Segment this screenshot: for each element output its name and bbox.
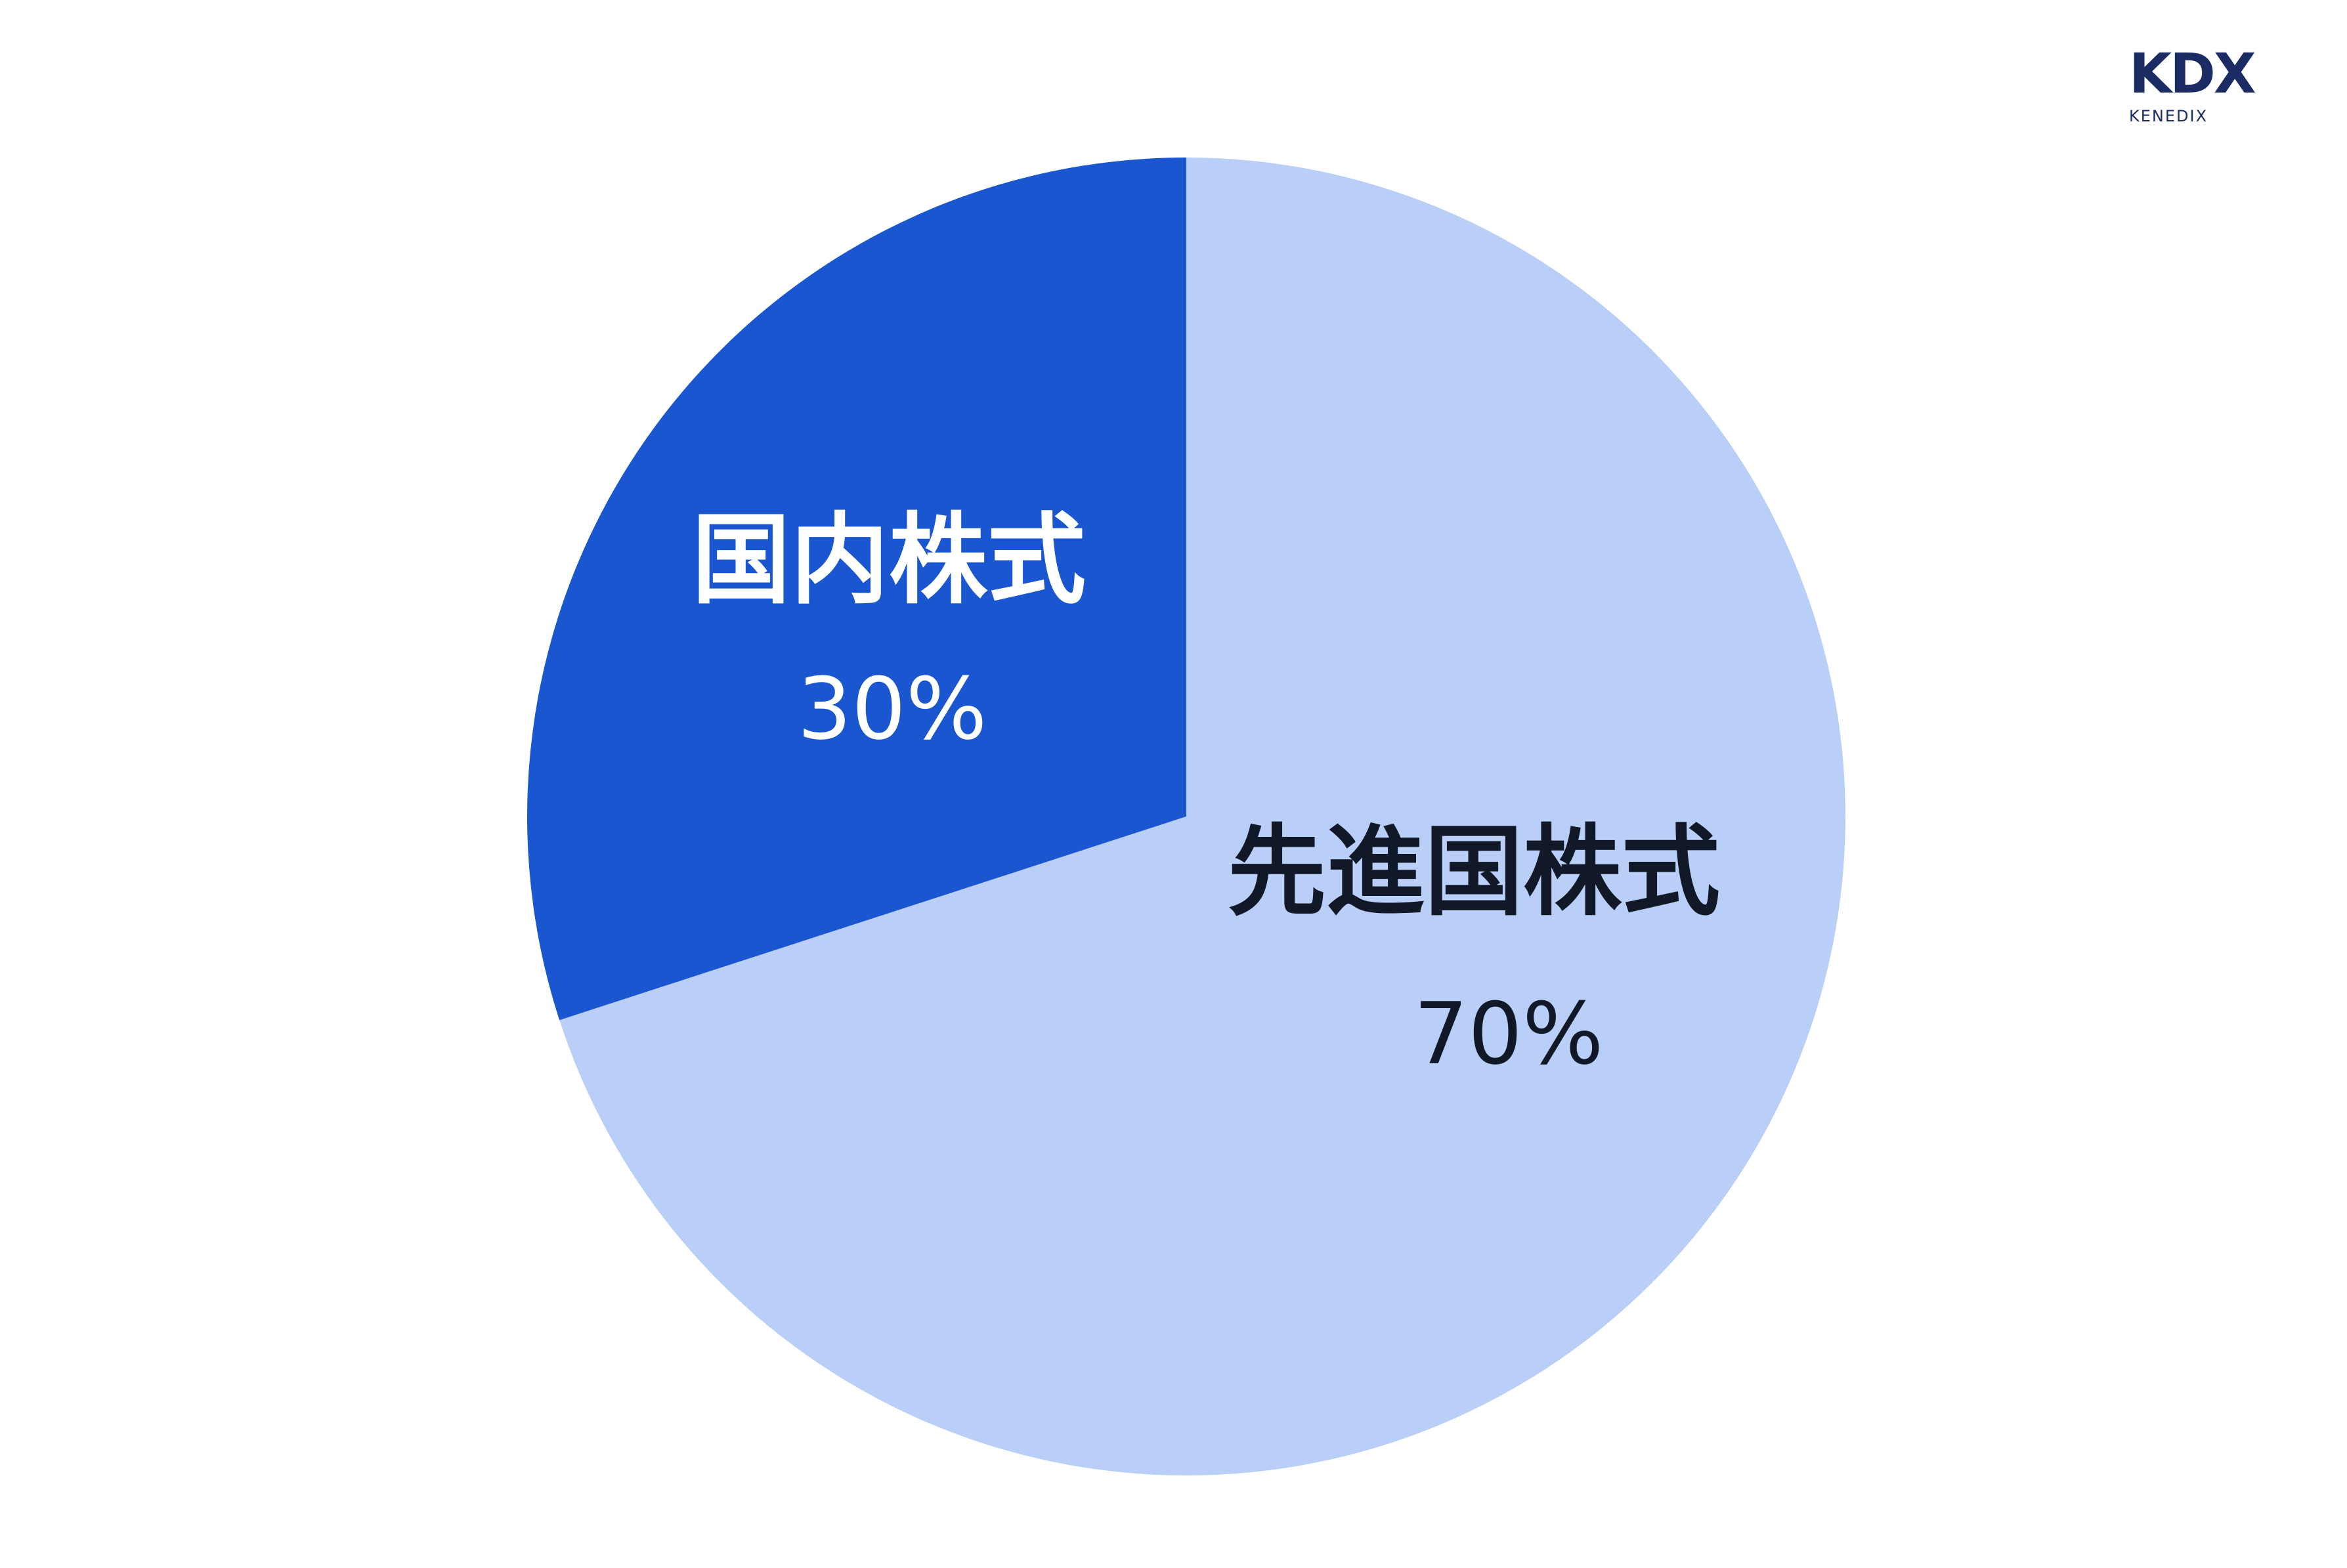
kenedix-logo: KDX KENEDIX [2129,41,2300,126]
slice-label: 先進国株式 [1228,815,1720,929]
slice-value-label: 30% [798,659,987,759]
slice-label: 国内株式 [692,503,1086,618]
logo-main-text: KDX [2129,41,2256,106]
slice-value-label: 70% [1414,984,1604,1084]
pie-slice-1 [527,158,1186,1021]
pie-slice-0 [559,158,1845,1476]
logo-sub-text: KENEDIX [2129,107,2208,125]
